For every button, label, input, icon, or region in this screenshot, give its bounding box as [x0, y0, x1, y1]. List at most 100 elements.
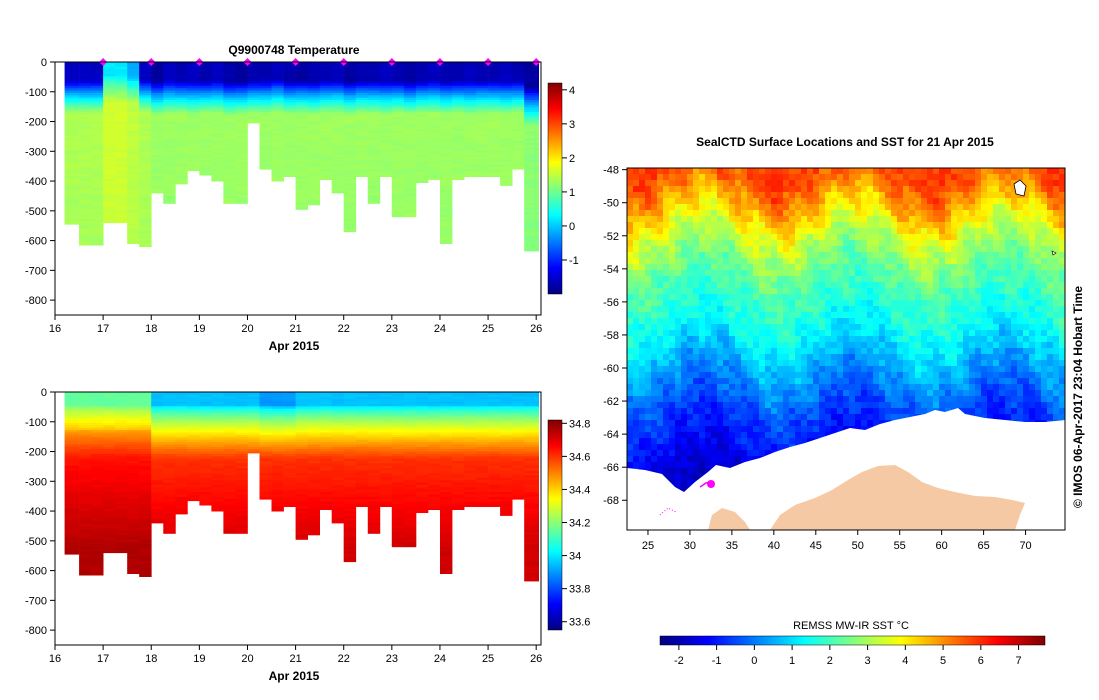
section-cell: [163, 418, 176, 421]
section-cell: [79, 461, 92, 464]
section-cell: [355, 81, 369, 84]
section-cell: [283, 147, 296, 151]
section-cell: [391, 420, 405, 424]
section-cell: [79, 565, 92, 569]
section-cell: [103, 496, 116, 500]
section-cell: [115, 97, 128, 101]
section-cell: [488, 69, 501, 72]
temperature-cells: [64, 62, 539, 252]
section-cell: [464, 123, 477, 127]
section-cell: [367, 482, 381, 486]
section-cell: [91, 159, 104, 163]
section-cell: [379, 392, 393, 395]
section-cell: [295, 399, 308, 402]
section-cell: [295, 439, 308, 443]
section-cell: [103, 458, 116, 462]
section-cell: [512, 444, 525, 448]
section-cell: [524, 188, 539, 191]
sst-cell: [741, 168, 748, 175]
section-cell: [235, 451, 248, 455]
section-cell: [488, 150, 501, 153]
section-cell: [355, 458, 369, 462]
section-cell: [91, 197, 104, 201]
section-cell: [440, 169, 453, 172]
section-cell: [235, 518, 248, 521]
section-cell: [103, 403, 116, 407]
section-cell: [440, 413, 453, 417]
section-cell: [367, 66, 381, 70]
section-cell: [151, 482, 164, 486]
section-cell: [452, 484, 465, 488]
section-cell: [319, 463, 333, 467]
section-cell: [187, 145, 200, 149]
section-cell: [163, 188, 176, 191]
section-cell: [139, 503, 152, 507]
section-cell: [103, 430, 116, 433]
section-cell: [64, 66, 80, 70]
section-cell: [211, 473, 224, 476]
section-cell: [415, 406, 429, 410]
section-cell: [295, 392, 308, 395]
section-cell: [79, 214, 92, 218]
section-cell: [476, 425, 489, 429]
section-cell: [79, 449, 92, 452]
section-cell: [259, 100, 272, 103]
section-cell: [139, 133, 152, 137]
sst-cell: [891, 186, 898, 193]
section-cell: [175, 449, 188, 452]
section-cell: [139, 181, 152, 184]
section-cell: [343, 513, 357, 517]
section-cell: [379, 102, 393, 106]
section-cell: [331, 477, 345, 481]
section-cell: [259, 396, 272, 400]
section-cell: [64, 553, 80, 555]
x-tick-label: 25: [482, 653, 494, 665]
section-cell: [127, 235, 140, 239]
section-cell: [115, 432, 128, 436]
section-cell: [488, 90, 501, 94]
section-cell: [115, 508, 128, 512]
section-cell: [211, 465, 224, 469]
section-cell: [367, 73, 381, 77]
section-cell: [331, 62, 345, 65]
section-cell: [64, 190, 80, 194]
section-cell: [440, 190, 453, 194]
section-cell: [391, 102, 405, 106]
sst-cell: [987, 180, 994, 187]
section-cell: [476, 473, 489, 476]
section-cell: [331, 432, 345, 436]
section-cell: [283, 104, 296, 108]
section-cell: [283, 489, 296, 493]
sst-cell: [1023, 174, 1030, 181]
section-cell: [127, 207, 140, 211]
section-cell: [127, 228, 140, 232]
section-cell: [343, 128, 357, 132]
section-cell: [103, 173, 116, 177]
section-cell: [524, 123, 539, 127]
section-cell: [64, 138, 80, 141]
section-cell: [64, 114, 80, 118]
section-cell: [464, 109, 477, 113]
section-cell: [343, 140, 357, 144]
section-cell: [64, 109, 80, 113]
section-cell: [127, 492, 140, 495]
section-cell: [440, 109, 453, 113]
section-cell: [115, 128, 128, 132]
section-cell: [115, 221, 128, 224]
section-cell: [403, 434, 417, 438]
section-cell: [524, 463, 539, 467]
section-cell: [223, 487, 236, 490]
section-cell: [307, 119, 320, 122]
section-cell: [307, 173, 320, 177]
section-cell: [307, 444, 320, 448]
section-cell: [307, 487, 320, 490]
section-cell: [307, 66, 320, 70]
section-cell: [440, 188, 453, 191]
section-cell: [91, 71, 104, 75]
section-cell: [199, 484, 212, 488]
section-cell: [440, 446, 453, 450]
section-cell: [235, 418, 248, 421]
section-cell: [500, 427, 513, 431]
section-cell: [91, 561, 104, 564]
section-cell: [115, 451, 128, 455]
